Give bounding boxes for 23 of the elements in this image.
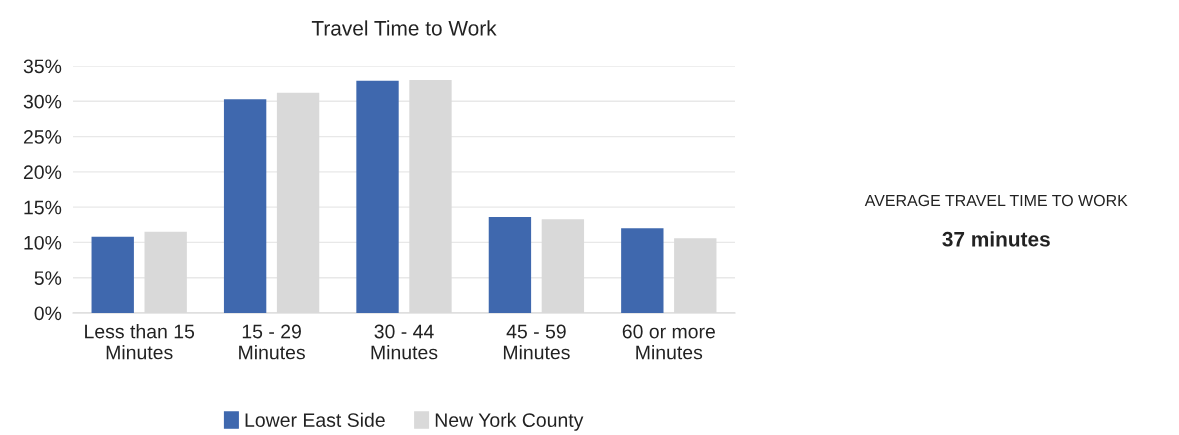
bar (621, 228, 664, 313)
x-tick-label: 15 - 29 Minutes (239, 324, 305, 360)
text: AVERAGE TRAVEL TIME TO WORK (864, 194, 1128, 207)
bar (223, 99, 267, 313)
y-tick-label: 20% (23, 165, 62, 180)
y-tick-label: 5% (34, 271, 62, 285)
legend-label: Lower East Side (245, 412, 385, 427)
text: 37 minutes (942, 231, 1050, 247)
y-tick-label: 35% (23, 59, 62, 74)
y-tick-label: 15% (24, 200, 62, 215)
y-tick-label: 10% (24, 235, 62, 250)
legend-label: New York County (435, 412, 584, 431)
x-tick-label: Less than 15 Minutes (85, 324, 195, 360)
x-tick-label: 60 or more Minutes (622, 324, 715, 360)
y-tick-label: 25% (23, 130, 62, 144)
x-tick-label: 45 - 59 Minutes (503, 324, 570, 360)
x-tick-label: 30 - 44 Minutes (371, 324, 438, 360)
bar (91, 236, 134, 313)
bar (356, 80, 399, 313)
chart-title: Travel Time to Work (311, 20, 497, 36)
y-tick-label: 0% (34, 306, 62, 321)
y-tick-label: 30% (23, 94, 62, 109)
bar (488, 217, 532, 313)
